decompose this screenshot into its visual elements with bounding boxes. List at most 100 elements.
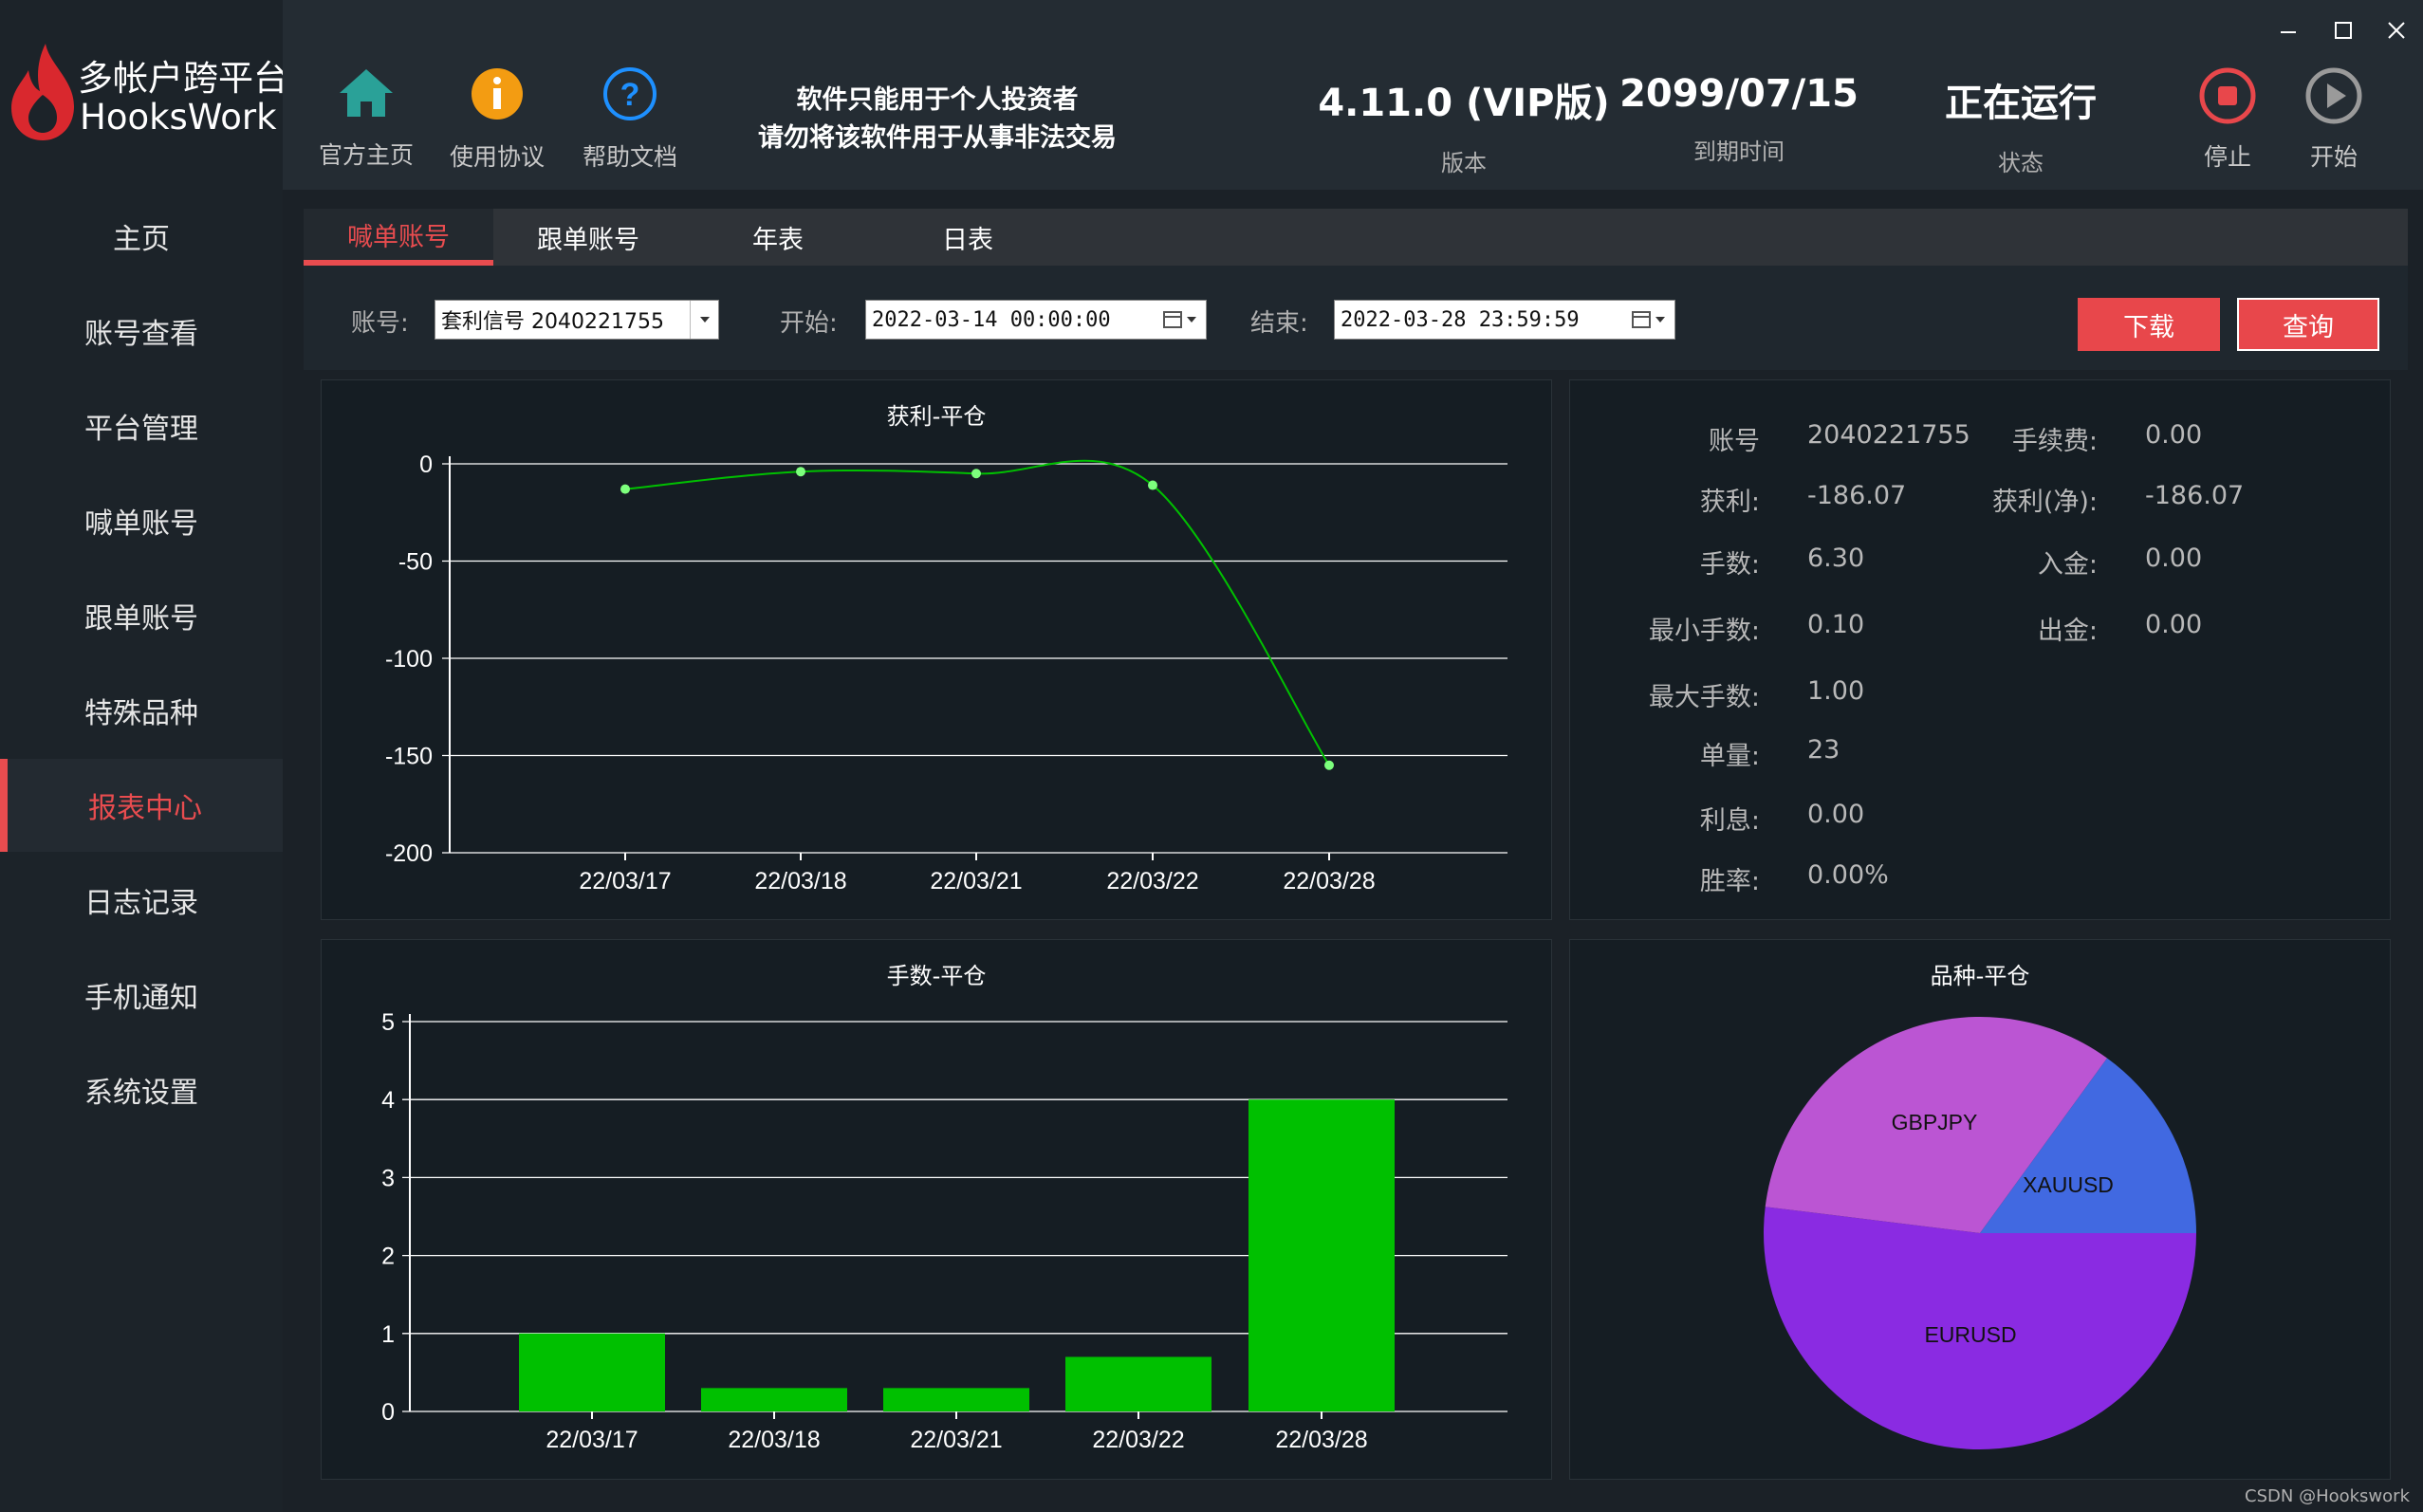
sidebar-item-signal-account[interactable]: 喊单账号 (84, 507, 198, 541)
usage-notice: 软件只能用于个人投资者 请勿将该软件用于从事非法交易 (719, 82, 1156, 157)
calendar-icon[interactable] (1156, 301, 1206, 339)
data-point (971, 469, 981, 479)
y-tick-label: -200 (385, 840, 433, 867)
flame-logo-icon (11, 44, 74, 140)
sidebar-item-follow-account[interactable]: 跟单账号 (84, 602, 198, 636)
pie-slice-xauusd (1980, 1058, 2196, 1233)
tab-follow-account[interactable]: 跟单账号 (537, 225, 639, 255)
download-button[interactable]: 下载 (2078, 298, 2220, 351)
account-label: 账号: (351, 309, 409, 338)
minimize-icon[interactable] (2269, 13, 2307, 47)
help-icon: ? (603, 67, 657, 120)
expire-value: 2099/07/15 (1619, 72, 1859, 116)
watermark: CSDN @Hookswork (2245, 1486, 2410, 1506)
account-summary-panel: 账号 2040221755 手续费: 0.00 获利: -186.07 获利(净… (1569, 379, 2391, 920)
tab-yearly[interactable]: 年表 (752, 225, 804, 255)
version-stat: 4.11.0 (VIP版) 版本 (1279, 72, 1649, 177)
account-label: 账号 (1709, 427, 1760, 456)
maximize-icon[interactable] (2324, 13, 2362, 47)
stop-label: 停止 (2203, 143, 2251, 171)
account-value: 2040221755 (1807, 420, 1970, 450)
close-icon[interactable] (2377, 13, 2415, 47)
pie-label-eurusd: EURUSD (1924, 1322, 2016, 1347)
interest-label: 利息: (1699, 806, 1760, 836)
tab-daily[interactable]: 日表 (942, 225, 993, 255)
pie-label-gbpjpy: GBPJPY (1892, 1110, 1978, 1134)
winrate-label: 胜率: (1699, 867, 1760, 896)
calendar-icon[interactable] (1625, 301, 1674, 339)
lots-chart-panel: 手数-平仓 0 1 2 3 4 5 22/03/17 22/03/18 22/03/21 22/0… (321, 939, 1552, 1480)
withdraw-label: 出金: (2037, 617, 2098, 646)
version-label: 版本 (1441, 150, 1487, 176)
help-button[interactable]: ? 帮助文档 (573, 66, 687, 173)
play-icon (2305, 67, 2362, 124)
start-button[interactable]: 开始 (2286, 66, 2381, 173)
interest-value: 0.00 (1807, 800, 1865, 829)
home-icon (340, 69, 393, 117)
x-tick-label: 22/03/28 (1283, 868, 1375, 894)
x-tick-label: 22/03/21 (910, 1427, 1002, 1453)
stop-icon (2199, 67, 2256, 124)
start-label: 开始 (2309, 143, 2358, 171)
orders-value: 23 (1807, 735, 1840, 765)
expire-stat: 2099/07/15 到期时间 (1611, 72, 1867, 166)
filter-bar: 账号: 套利信号 2040221755 开始: 2022-03-14 00:00… (304, 266, 2408, 370)
notice-line-2: 请勿将该软件用于从事非法交易 (758, 123, 1117, 153)
lots-value: 6.30 (1807, 544, 1865, 573)
agreement-label: 使用协议 (449, 143, 545, 171)
tab-signal-account[interactable]: 喊单账号 (304, 209, 493, 266)
y-tick-label: 5 (381, 1009, 395, 1036)
symbol-chart-title: 品种-平仓 (1930, 963, 2030, 989)
sidebar-item-special-symbols[interactable]: 特殊品种 (84, 697, 198, 730)
bar (701, 1388, 847, 1411)
app-logo: 多帐户跨平台 HooksWork (0, 0, 288, 186)
withdraw-value: 0.00 (2145, 610, 2203, 639)
account-select-value: 套利信号 2040221755 (441, 310, 664, 334)
help-label: 帮助文档 (582, 143, 677, 171)
stop-button[interactable]: 停止 (2180, 66, 2275, 173)
profit-series-line (624, 459, 1330, 766)
app-title-cn: 多帐户跨平台 (78, 58, 288, 99)
query-button[interactable]: 查询 (2237, 298, 2379, 351)
sidebar-item-platform-manage[interactable]: 平台管理 (84, 413, 198, 446)
y-tick-label: 0 (419, 452, 433, 478)
lots-chart-title: 手数-平仓 (886, 963, 987, 989)
x-tick-label: 22/03/22 (1106, 868, 1198, 894)
x-tick-label: 22/03/17 (546, 1427, 638, 1453)
sidebar-item-home[interactable]: 主页 (113, 223, 170, 256)
x-tick-label: 22/03/17 (579, 868, 671, 894)
end-time-picker[interactable]: 2022-03-28 23:59:59 (1334, 300, 1675, 340)
profit-chart-panel: 获利-平仓 0 -50 -100 -150 -200 22/03/17 22/03/18 22… (321, 379, 1552, 920)
agreement-button[interactable]: 使用协议 (440, 66, 554, 173)
lots-bar-chart: 0 1 2 3 4 5 22/03/17 22/03/18 22/03/21 22/03/22 22… (381, 1009, 1507, 1453)
start-time-picker[interactable]: 2022-03-14 00:00:00 (865, 300, 1207, 340)
x-tick-label: 22/03/21 (930, 868, 1022, 894)
sidebar-item-system-settings[interactable]: 系统设置 (84, 1077, 198, 1110)
sidebar-item-account-view[interactable]: 账号查看 (84, 318, 198, 351)
bar (519, 1333, 665, 1411)
report-tabs: 喊单账号 跟单账号 年表 日表 (304, 209, 2408, 266)
deposit-value: 0.00 (2145, 544, 2203, 573)
home-button[interactable]: 官方主页 (309, 66, 423, 171)
sidebar-item-mobile-notify[interactable]: 手机通知 (84, 982, 198, 1015)
min-lots-label: 最小手数: (1648, 617, 1760, 646)
max-lots-value: 1.00 (1807, 676, 1865, 706)
y-tick-label: 4 (381, 1087, 395, 1114)
min-lots-value: 0.10 (1807, 610, 1865, 639)
y-tick-label: 2 (381, 1244, 395, 1270)
profit-value: -186.07 (1807, 481, 1907, 510)
end-time-value: 2022-03-28 23:59:59 (1341, 307, 1580, 332)
sidebar-item-log-records[interactable]: 日志记录 (84, 887, 198, 920)
start-time-value: 2022-03-14 00:00:00 (872, 307, 1111, 332)
data-point (620, 484, 630, 494)
account-select[interactable]: 套利信号 2040221755 (435, 300, 719, 340)
bar (883, 1388, 1029, 1411)
profit-line-chart: 0 -50 -100 -150 -200 22/03/17 22/03/18 22/03/21… (385, 452, 1507, 894)
status-value: 正在运行 (1945, 82, 2097, 125)
y-tick-label: 0 (381, 1399, 395, 1426)
sidebar-item-report-center[interactable]: 报表中心 (0, 759, 283, 852)
chevron-down-icon[interactable] (690, 301, 718, 339)
winrate-value: 0.00% (1807, 860, 1889, 890)
svg-text:?: ? (620, 77, 640, 113)
notice-line-1: 软件只能用于个人投资者 (796, 85, 1079, 115)
